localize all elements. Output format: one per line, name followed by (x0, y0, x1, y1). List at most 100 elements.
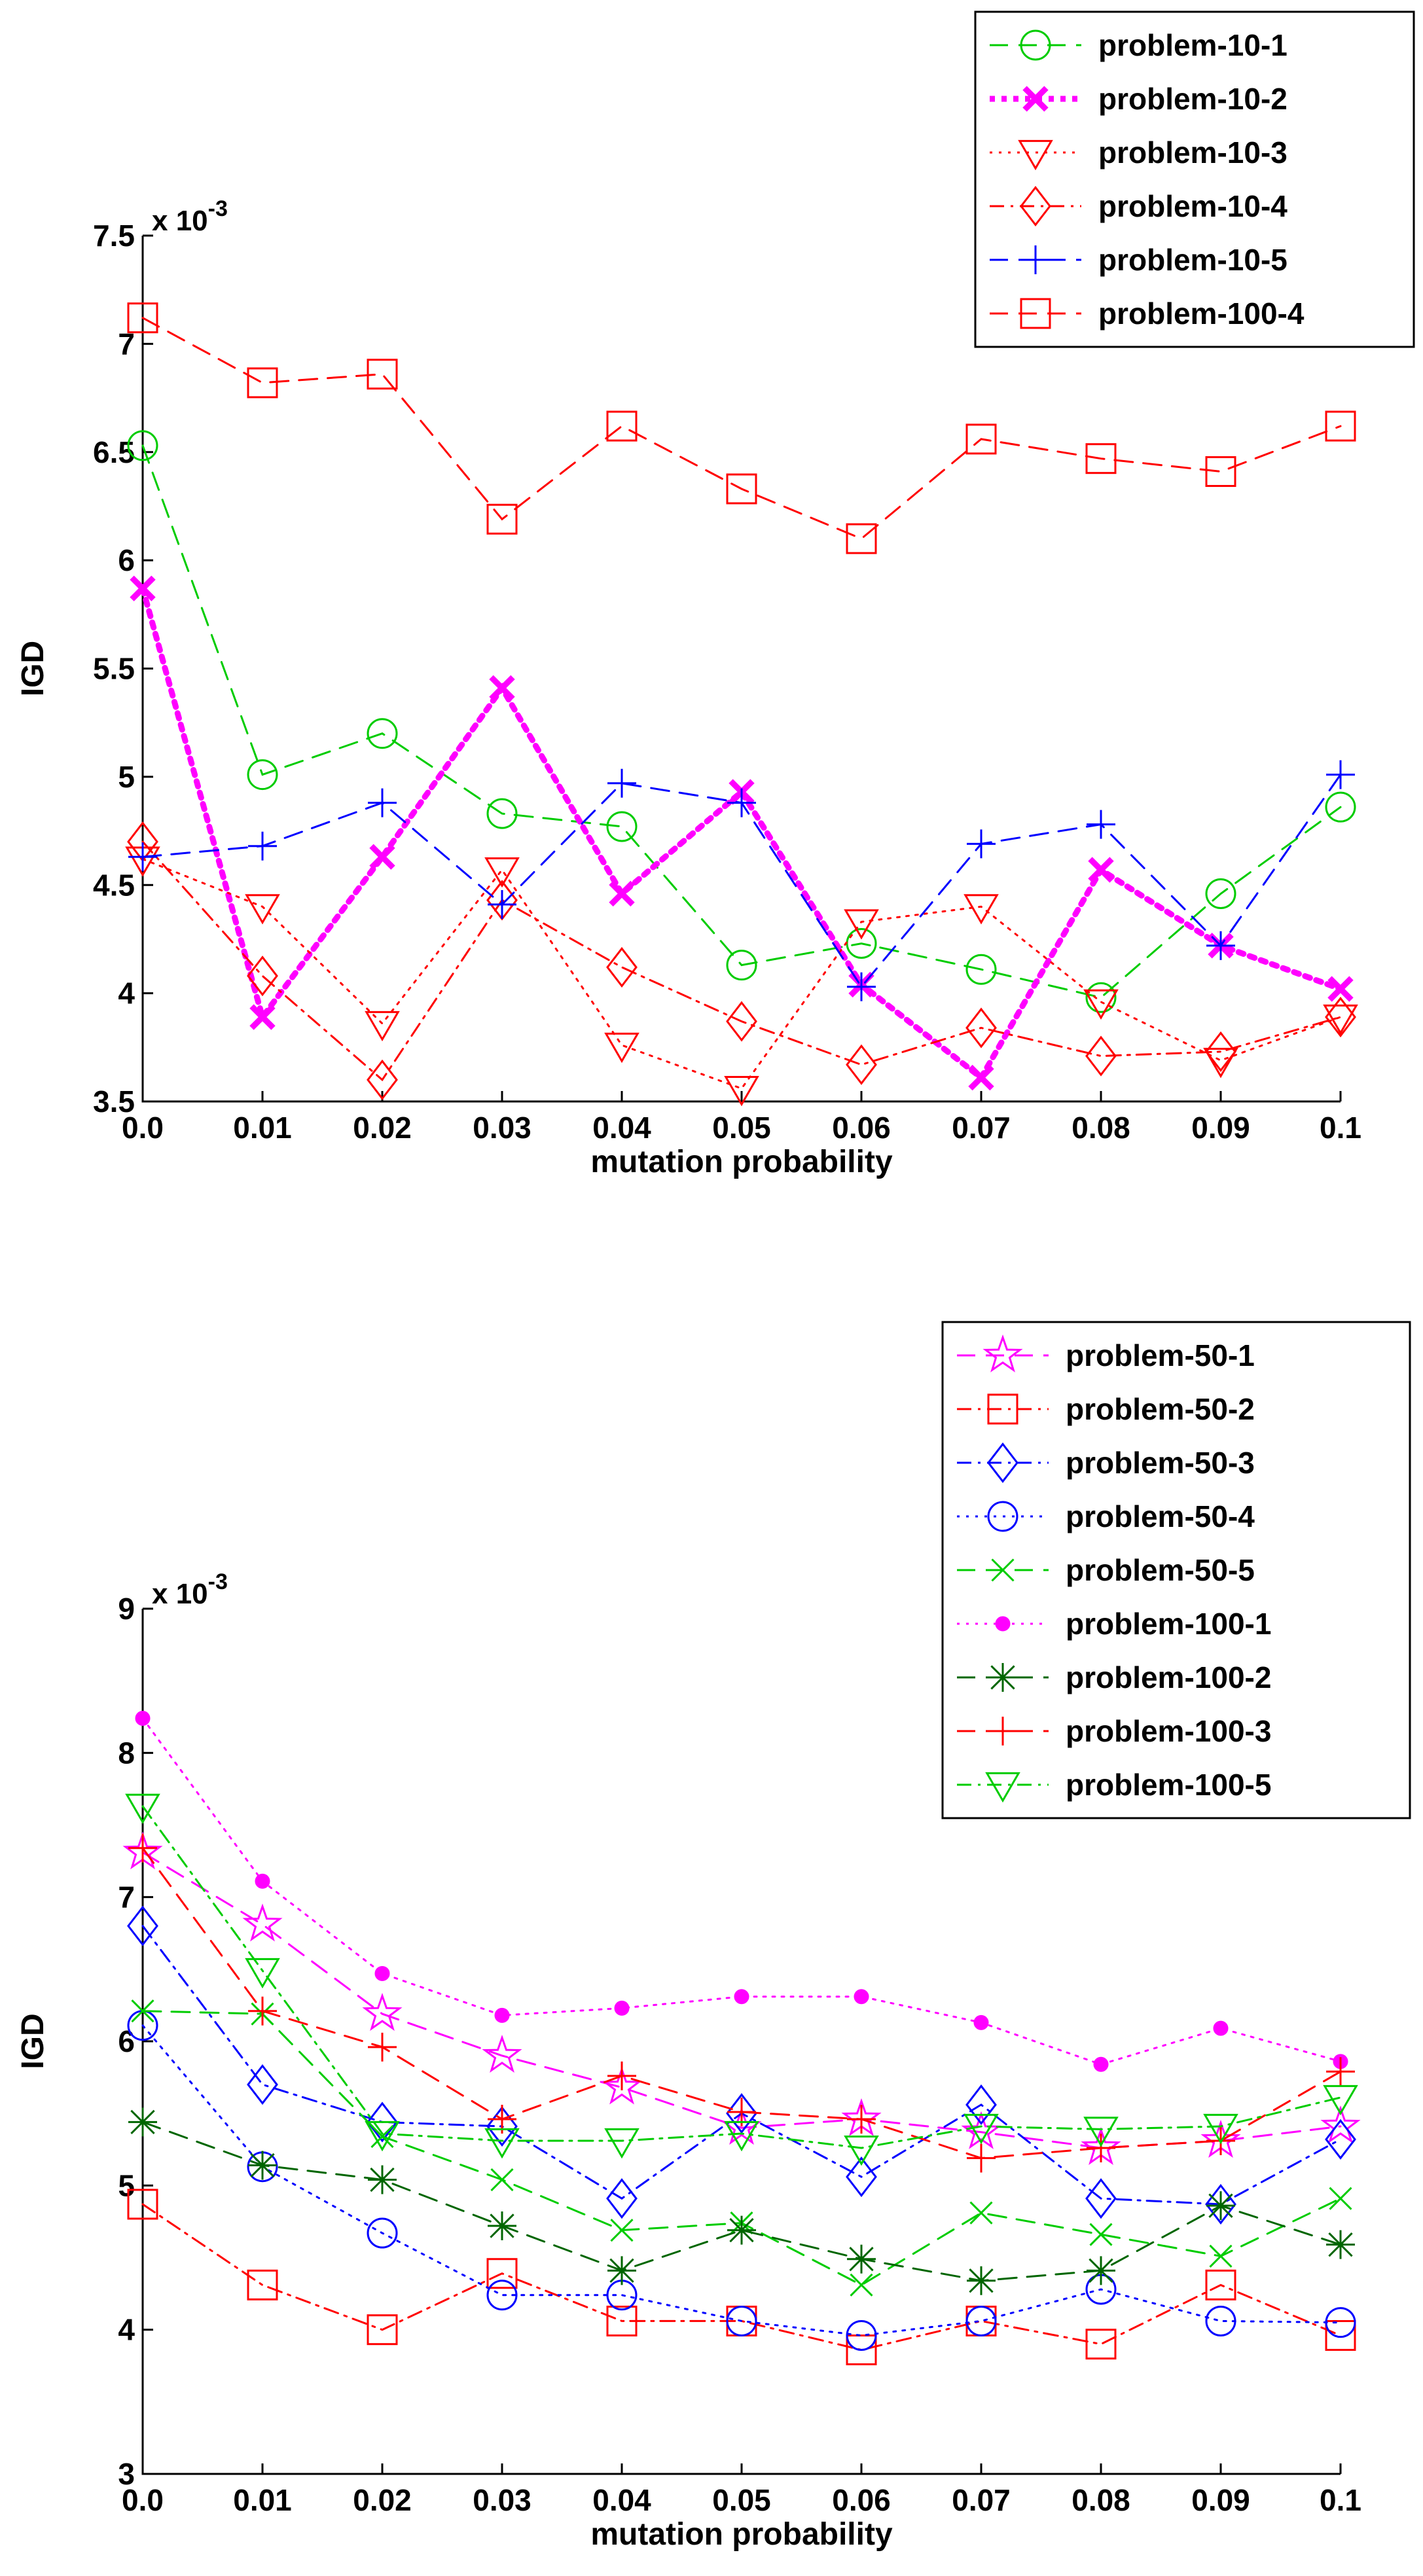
data-point (247, 956, 278, 997)
data-point (1325, 996, 1356, 1038)
data-point (1205, 1031, 1236, 1072)
data-point (1083, 2117, 1119, 2147)
legend-label: problem-10-2 (1098, 82, 1288, 116)
legend-marker (987, 1393, 1018, 1425)
data-point (128, 1833, 157, 1863)
series-line (141, 1925, 1342, 2206)
data-point (1085, 1035, 1117, 1077)
y-tick-label: 5.5 (93, 652, 135, 686)
x-tick-label: 0.04 (592, 2483, 651, 2517)
legend-marker (1018, 139, 1053, 171)
data-point (726, 473, 757, 505)
data-point (368, 2165, 397, 2194)
data-point (1205, 878, 1236, 909)
data-point (724, 2120, 759, 2152)
legend-item-problem-10-3: problem-10-3 (990, 135, 1288, 171)
series-line (141, 444, 1342, 999)
data-point (494, 2007, 510, 2023)
data-point (614, 2000, 630, 2016)
data-point (365, 2120, 400, 2152)
series-problem-10-2 (130, 575, 1354, 1091)
data-point (1205, 2269, 1236, 2300)
data-point (1206, 931, 1235, 960)
y-tick-label: 4.5 (93, 868, 135, 902)
legend-item-problem-50-1: problem-50-1 (957, 1334, 1255, 1372)
data-point (365, 1011, 400, 1042)
data-point (247, 367, 278, 399)
data-point (1087, 2134, 1115, 2163)
series-problem-100-4 (127, 302, 1356, 554)
legend-label: problem-100-5 (1066, 1768, 1271, 1802)
data-point (128, 842, 157, 872)
data-point (245, 1958, 280, 1989)
data-point (1085, 982, 1117, 1013)
data-point (1323, 2084, 1358, 2116)
data-point (847, 972, 876, 1001)
data-point (847, 2244, 876, 2274)
y-tick-label: 5 (118, 760, 135, 794)
y-exponent-label: x 10-3 (152, 196, 228, 237)
data-point (850, 2273, 873, 2297)
data-point (127, 430, 158, 461)
data-point (965, 423, 997, 455)
legend-item-problem-50-4: problem-50-4 (957, 1499, 1255, 1533)
data-point (726, 950, 757, 981)
data-point (131, 1999, 154, 2023)
x-tick-label: 0.01 (233, 1111, 292, 1145)
data-point (847, 2104, 876, 2134)
data-point (367, 718, 398, 749)
data-point (967, 829, 996, 859)
data-point (489, 675, 515, 701)
data-point (368, 788, 397, 817)
data-point (607, 2061, 636, 2090)
data-point (486, 798, 518, 829)
data-point (1326, 2230, 1355, 2259)
series-problem-100-5 (125, 1793, 1358, 2166)
data-point (602, 2066, 642, 2105)
data-point (961, 2111, 1001, 2149)
data-point (368, 2032, 397, 2062)
legend-marker (988, 1663, 1017, 1692)
legend-item-problem-10-4: problem-10-4 (990, 185, 1288, 227)
x-tick-label: 0.02 (353, 2483, 412, 2517)
data-point (367, 2217, 398, 2249)
data-point (726, 1001, 757, 1042)
data-point (846, 2334, 877, 2366)
data-point (125, 1793, 160, 1825)
data-point (604, 2128, 639, 2159)
legend-item-problem-50-5: problem-50-5 (957, 1553, 1255, 1587)
data-point (127, 302, 158, 334)
series-problem-100-2 (128, 2107, 1355, 2295)
x-tick-label: 0.08 (1072, 2483, 1130, 2517)
data-point (482, 2034, 522, 2073)
y-tick-label: 6 (118, 2024, 135, 2058)
series-line (141, 1717, 1342, 2066)
data-point (1326, 2057, 1355, 2086)
series-problem-100-1 (135, 1710, 1348, 2072)
data-point (964, 894, 999, 925)
data-point (607, 2256, 636, 2285)
axes-frame (141, 236, 1341, 1103)
x-tick-label: 0.09 (1191, 2483, 1250, 2517)
data-point (490, 2168, 514, 2192)
chart-top-svg: 3.544.555.566.577.50.0 0.01 0.02 0.03 0.04 0.… (16, 10, 1415, 1179)
data-point (1209, 2244, 1233, 2268)
data-point (1085, 2329, 1117, 2360)
legend-item-problem-100-4: problem-100-4 (990, 296, 1305, 331)
legend-marker (1020, 298, 1051, 329)
data-point (248, 831, 277, 861)
legend-label: problem-50-2 (1066, 1392, 1255, 1426)
legend-item-problem-10-2: problem-10-2 (990, 82, 1288, 116)
data-point (367, 2102, 398, 2143)
legend-marker (987, 1442, 1018, 1484)
data-point (846, 1044, 877, 1085)
series-problem-10-1 (127, 430, 1356, 1013)
data-point (606, 2305, 638, 2336)
x-tick-label: 0.06 (832, 1111, 891, 1145)
y-tick-label: 8 (118, 1736, 135, 1770)
data-point (726, 2305, 757, 2336)
data-point (1087, 2256, 1115, 2285)
data-point (1203, 2113, 1238, 2145)
data-point (1329, 2187, 1352, 2210)
data-point (484, 2128, 520, 2159)
